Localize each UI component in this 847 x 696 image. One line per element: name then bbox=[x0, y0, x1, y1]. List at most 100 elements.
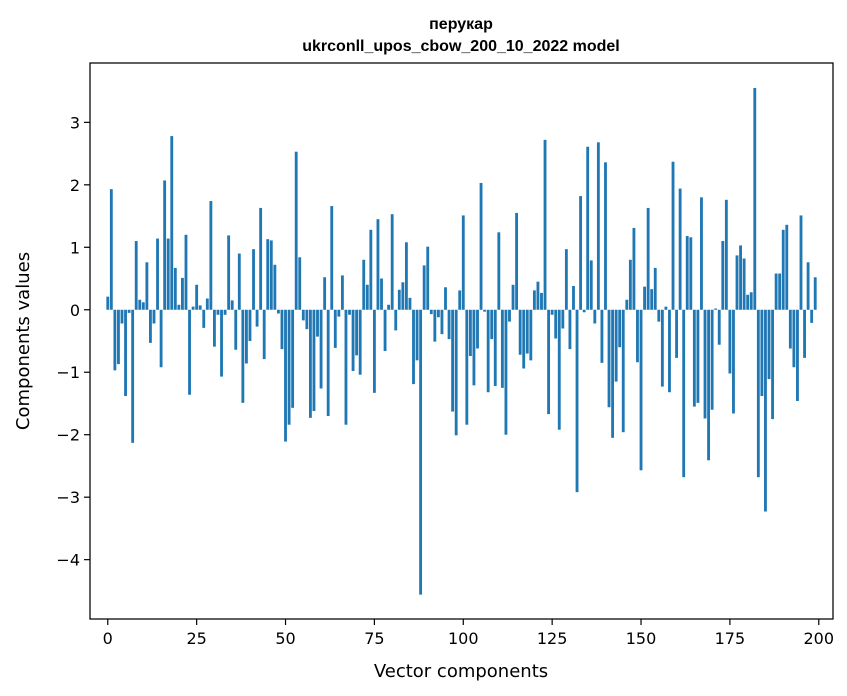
bar-43 bbox=[259, 207, 263, 310]
bar-187 bbox=[771, 309, 774, 420]
bar-55 bbox=[301, 309, 305, 321]
bar-113 bbox=[508, 309, 511, 322]
bar-58 bbox=[312, 309, 316, 411]
bar-185 bbox=[764, 309, 767, 512]
y-tick-label: 1 bbox=[70, 238, 80, 257]
bar-143 bbox=[614, 309, 618, 382]
x-tick-label: 25 bbox=[186, 629, 206, 648]
bar-27 bbox=[202, 309, 206, 328]
bar-117 bbox=[522, 309, 526, 369]
bar-49 bbox=[280, 309, 284, 350]
x-tick-label: 75 bbox=[364, 629, 384, 648]
bar-64 bbox=[333, 309, 337, 348]
y-tick-label: 2 bbox=[70, 176, 80, 195]
bar-197 bbox=[806, 262, 810, 310]
bar-121 bbox=[536, 281, 540, 310]
bar-115 bbox=[515, 212, 519, 310]
bar-140 bbox=[604, 162, 607, 310]
bar-193 bbox=[792, 309, 796, 368]
bar-152 bbox=[646, 207, 650, 310]
bar-16 bbox=[163, 180, 167, 310]
bar-32 bbox=[220, 309, 223, 377]
bar-19 bbox=[173, 267, 177, 310]
bar-119 bbox=[529, 309, 533, 361]
bar-67 bbox=[344, 309, 348, 425]
bar-65 bbox=[337, 309, 341, 317]
bar-142 bbox=[611, 309, 615, 438]
bar-28 bbox=[205, 298, 209, 310]
bar-47 bbox=[273, 264, 277, 310]
bar-14 bbox=[156, 238, 159, 310]
bar-94 bbox=[440, 309, 444, 335]
bar-174 bbox=[724, 199, 728, 310]
bar-59 bbox=[316, 309, 319, 337]
bar-122 bbox=[540, 292, 543, 310]
bar-48 bbox=[276, 309, 280, 314]
bar-72 bbox=[362, 259, 366, 310]
bar-159 bbox=[671, 161, 675, 310]
bar-163 bbox=[685, 236, 689, 310]
bar-52 bbox=[291, 309, 295, 408]
bar-86 bbox=[412, 309, 415, 385]
bar-161 bbox=[678, 188, 682, 310]
bar-53 bbox=[294, 151, 298, 310]
bar-178 bbox=[739, 245, 742, 310]
bar-136 bbox=[589, 260, 593, 310]
bar-71 bbox=[358, 309, 362, 375]
x-tick-label: 50 bbox=[275, 629, 295, 648]
bar-56 bbox=[305, 309, 309, 330]
bar-35 bbox=[230, 300, 234, 310]
bar-198 bbox=[810, 309, 814, 323]
y-axis-ticks: −4 −3 −2 −1 0 1 2 3 bbox=[56, 113, 90, 570]
bar-186 bbox=[767, 309, 771, 380]
bar-116 bbox=[518, 309, 522, 355]
y-tick-label: −3 bbox=[56, 488, 80, 507]
bar-112 bbox=[504, 309, 508, 435]
bar-165 bbox=[692, 309, 696, 407]
bar-110 bbox=[497, 232, 501, 310]
bar-124 bbox=[547, 309, 551, 415]
bar-80 bbox=[390, 214, 394, 310]
x-tick-label: 0 bbox=[103, 629, 113, 648]
bar-160 bbox=[675, 309, 678, 358]
bar-46 bbox=[269, 240, 273, 310]
bar-104 bbox=[476, 309, 479, 349]
x-tick-label: 200 bbox=[804, 629, 835, 648]
bar-188 bbox=[774, 273, 778, 310]
bar-123 bbox=[543, 139, 547, 310]
bar-137 bbox=[593, 309, 597, 324]
bar-172 bbox=[717, 309, 721, 345]
y-tick-label: 0 bbox=[70, 301, 80, 320]
bar-15 bbox=[159, 309, 163, 368]
bar-51 bbox=[287, 309, 291, 425]
bar-81 bbox=[394, 309, 398, 331]
bars-group bbox=[106, 87, 817, 595]
bar-34 bbox=[227, 235, 231, 310]
bar-102 bbox=[468, 309, 472, 356]
bar-50 bbox=[284, 309, 287, 442]
bar-8 bbox=[134, 241, 138, 310]
bar-12 bbox=[149, 309, 152, 343]
bar-145 bbox=[621, 309, 625, 433]
bar-167 bbox=[700, 197, 703, 310]
bar-138 bbox=[596, 142, 600, 310]
bar-2 bbox=[113, 309, 117, 371]
bar-190 bbox=[781, 229, 785, 310]
bar-128 bbox=[561, 309, 565, 329]
bar-91 bbox=[429, 309, 433, 315]
bar-133 bbox=[579, 196, 583, 310]
bar-36 bbox=[234, 309, 238, 350]
bar-168 bbox=[703, 309, 707, 419]
bar-101 bbox=[465, 309, 469, 425]
bar-129 bbox=[564, 249, 568, 310]
bar-83 bbox=[401, 282, 405, 310]
bar-189 bbox=[778, 273, 782, 310]
bar-40 bbox=[248, 309, 252, 341]
bar-173 bbox=[721, 241, 725, 310]
bar-107 bbox=[486, 309, 490, 393]
bar-97 bbox=[451, 309, 455, 412]
x-tick-label: 150 bbox=[626, 629, 657, 648]
bar-166 bbox=[696, 309, 700, 403]
bar-191 bbox=[785, 224, 789, 310]
bar-69 bbox=[351, 309, 355, 371]
